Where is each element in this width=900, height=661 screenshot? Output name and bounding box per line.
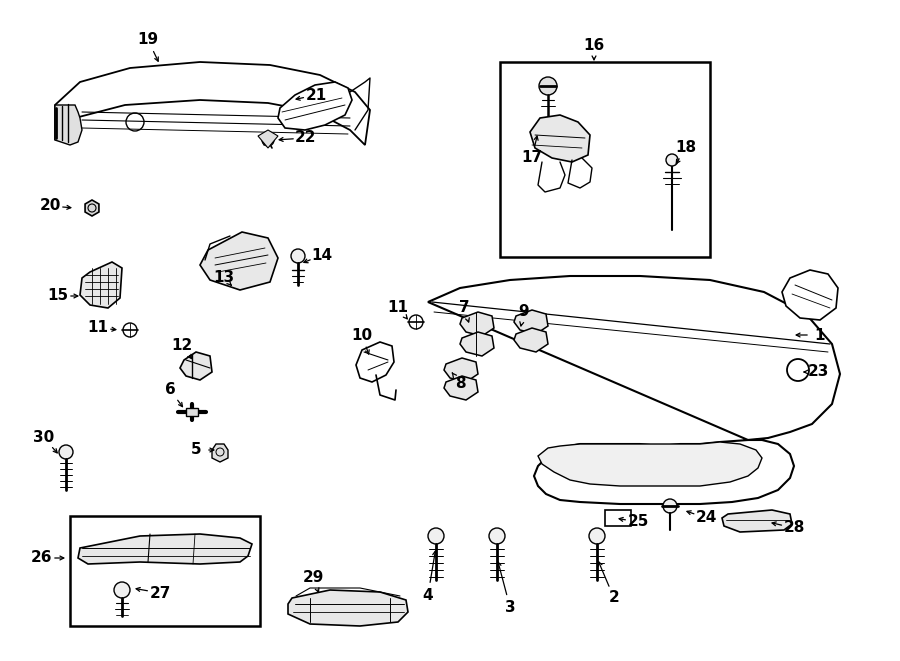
Text: 21: 21	[305, 87, 327, 102]
Polygon shape	[278, 82, 352, 130]
Polygon shape	[444, 358, 478, 382]
Text: 15: 15	[48, 288, 68, 303]
Polygon shape	[356, 342, 394, 382]
Bar	[500, 62, 710, 257]
Text: 6: 6	[165, 383, 176, 397]
Polygon shape	[200, 232, 278, 290]
Polygon shape	[288, 590, 408, 626]
Text: 4: 4	[423, 588, 433, 602]
Circle shape	[663, 499, 677, 513]
Bar	[70, 516, 260, 626]
Polygon shape	[55, 62, 370, 145]
Polygon shape	[444, 376, 478, 400]
Text: 20: 20	[40, 198, 60, 214]
Circle shape	[291, 249, 305, 263]
Polygon shape	[258, 130, 278, 148]
Polygon shape	[428, 276, 840, 504]
Text: 10: 10	[351, 327, 373, 342]
Text: 11: 11	[388, 301, 409, 315]
Polygon shape	[722, 510, 792, 532]
Text: 18: 18	[675, 141, 697, 155]
Text: 19: 19	[138, 32, 158, 48]
Text: 29: 29	[302, 570, 324, 586]
Text: 8: 8	[454, 375, 465, 391]
Text: 28: 28	[783, 520, 805, 535]
Circle shape	[114, 582, 130, 598]
Text: 1: 1	[814, 327, 825, 342]
Text: 17: 17	[521, 151, 543, 165]
Circle shape	[428, 528, 444, 544]
Polygon shape	[186, 408, 198, 416]
Text: 7: 7	[459, 301, 469, 315]
Circle shape	[589, 528, 605, 544]
Text: 16: 16	[583, 38, 605, 52]
Text: 13: 13	[213, 270, 235, 286]
Text: 30: 30	[33, 430, 55, 446]
Text: 25: 25	[627, 514, 649, 529]
Text: 2: 2	[608, 590, 619, 605]
Polygon shape	[460, 312, 494, 336]
Circle shape	[489, 528, 505, 544]
Circle shape	[666, 154, 678, 166]
Circle shape	[59, 445, 73, 459]
Text: 5: 5	[191, 442, 202, 457]
Polygon shape	[80, 262, 122, 308]
Polygon shape	[530, 115, 590, 162]
Text: 11: 11	[87, 321, 109, 336]
Polygon shape	[460, 332, 494, 356]
Text: 9: 9	[518, 305, 529, 319]
Text: 26: 26	[32, 551, 53, 566]
Polygon shape	[55, 105, 82, 145]
Circle shape	[539, 77, 557, 95]
Bar	[605, 510, 631, 526]
Text: 3: 3	[505, 600, 516, 615]
Text: 22: 22	[295, 130, 317, 145]
Polygon shape	[514, 310, 548, 334]
Text: 27: 27	[149, 586, 171, 600]
Polygon shape	[78, 534, 252, 564]
Polygon shape	[514, 328, 548, 352]
Polygon shape	[538, 442, 762, 486]
Polygon shape	[180, 352, 212, 380]
Text: 12: 12	[171, 338, 193, 352]
Text: 24: 24	[696, 510, 716, 525]
Polygon shape	[212, 444, 228, 462]
Polygon shape	[86, 200, 99, 216]
Polygon shape	[782, 270, 838, 320]
Text: 23: 23	[807, 364, 829, 379]
Text: 14: 14	[311, 247, 333, 262]
